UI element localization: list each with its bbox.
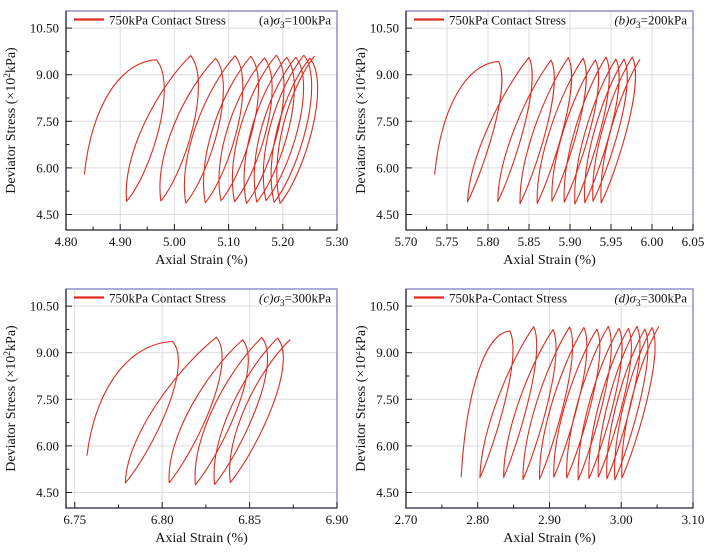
y-tick-label: 4.50 (36, 207, 59, 222)
y-tick-label: 9.00 (376, 345, 399, 360)
y-tick-label: 6.00 (36, 160, 59, 175)
series-path (460, 325, 660, 481)
x-tick-label: 3.00 (610, 512, 633, 527)
x-axis-title: Axial Strain (%) (503, 531, 596, 546)
x-tick-label: 2.80 (466, 512, 489, 527)
x-tick-label: 5.20 (271, 234, 294, 249)
y-tick-label: 6.00 (376, 160, 399, 175)
x-tick-label: 5.10 (217, 234, 240, 249)
y-tick-label: 4.50 (376, 485, 399, 500)
y-tick-label: 7.50 (36, 392, 59, 407)
y-tick-label: 9.00 (376, 67, 399, 82)
x-tick-label: 5.30 (326, 234, 349, 249)
y-axis-title: Deviator Stress (×102kPa) (3, 47, 19, 194)
x-tick-label: 5.80 (477, 234, 500, 249)
y-tick-label: 7.50 (36, 114, 59, 129)
subplot-c: 6.75 6.80 6.85 6.90 4.50 6.00 7.50 9.00 10.50 Axi… (0, 278, 356, 556)
x-tick-label: 5.70 (395, 234, 418, 249)
chart-d-canvas: 2.70 2.80 2.90 3.00 3.10 4.50 6.00 7.50 9.00 10.5… (356, 288, 705, 546)
series-path (83, 54, 319, 204)
y-tick-label: 7.50 (376, 114, 399, 129)
chart-b-canvas: 5.70 5.75 5.80 5.85 5.90 5.95 6.00 6.05 4.50 6.00… (356, 10, 705, 268)
x-tick-label: 2.90 (538, 512, 561, 527)
x-tick-label: 4.90 (109, 234, 132, 249)
tick-marks (405, 27, 694, 230)
tick-marks (65, 27, 338, 230)
y-tick-label: 7.50 (376, 392, 399, 407)
x-tick-label: 6.05 (682, 234, 705, 249)
x-tick-label: 4.80 (55, 234, 78, 249)
legend-label: 750kPa Contact Stress (109, 291, 226, 306)
y-tick-label: 6.00 (36, 438, 59, 453)
tick-marks (405, 305, 694, 508)
plot-frame (405, 10, 694, 231)
subplot-b: 5.70 5.75 5.80 5.85 5.90 5.95 6.00 6.05 4.50 6.00… (356, 0, 712, 278)
panel-annotation: (b)σ3=200kPa (614, 13, 687, 32)
x-tick-label: 2.70 (395, 512, 418, 527)
axis-lines (65, 11, 337, 231)
x-axis-title: Axial Strain (%) (155, 531, 248, 546)
y-tick-label: 6.00 (376, 438, 399, 453)
series-path (86, 336, 291, 486)
y-tick-label: 10.50 (370, 21, 399, 36)
y-tick-label: 10.50 (30, 21, 59, 36)
y-tick-label: 10.50 (30, 299, 59, 314)
series-path (434, 56, 641, 205)
subplot-a: 4.80 4.90 5.00 5.10 5.20 5.30 4.50 6.00 7.50 9.00… (0, 0, 356, 278)
grid (406, 11, 693, 230)
y-tick-label: 9.00 (36, 67, 59, 82)
y-tick-label: 10.50 (370, 299, 399, 314)
legend-label: 750kPa Contact Stress (109, 13, 226, 28)
x-tick-label: 6.00 (641, 234, 664, 249)
y-tick-label: 4.50 (376, 207, 399, 222)
x-tick-label: 6.80 (151, 512, 174, 527)
y-axis-title: Deviator Stress (×102kPa) (3, 325, 19, 472)
y-axis-title: Deviator Stress (×102kPa) (356, 325, 369, 472)
x-tick-label: 6.85 (238, 512, 261, 527)
x-tick-label: 5.85 (518, 234, 541, 249)
panel-annotation: (a)σ3=100kPa (259, 13, 331, 32)
panel-annotation: (c)σ3=300kPa (259, 291, 331, 310)
y-axis-title: Deviator Stress (×102kPa) (356, 47, 369, 194)
chart-a-canvas: 4.80 4.90 5.00 5.10 5.20 5.30 4.50 6.00 7.50 9.00… (3, 10, 349, 268)
x-tick-label: 3.10 (682, 512, 705, 527)
x-tick-label: 5.90 (559, 234, 582, 249)
x-tick-label: 6.75 (63, 512, 86, 527)
legend-label: 750kPa Contact Stress (449, 13, 566, 28)
chart-c-canvas: 6.75 6.80 6.85 6.90 4.50 6.00 7.50 9.00 10.50 Axi… (3, 288, 349, 546)
x-tick-label: 5.95 (600, 234, 623, 249)
grid (66, 289, 337, 508)
x-tick-label: 6.90 (326, 512, 349, 527)
panel-annotation: (d)σ3=300kPa (614, 291, 687, 310)
subplot-d: 2.70 2.80 2.90 3.00 3.10 4.50 6.00 7.50 9.00 10.5… (356, 278, 712, 556)
axis-lines (405, 11, 693, 231)
x-axis-title: Axial Strain (%) (155, 253, 248, 268)
y-tick-label: 9.00 (36, 345, 59, 360)
grid (406, 289, 693, 508)
y-tick-label: 4.50 (36, 485, 59, 500)
plot-frame (65, 10, 338, 231)
legend-label: 750kPa-Contact Stress (449, 291, 567, 306)
x-tick-label: 5.00 (163, 234, 186, 249)
x-tick-label: 5.75 (436, 234, 459, 249)
axis-lines (65, 289, 337, 509)
plot-frame (65, 288, 338, 509)
x-axis-title: Axial Strain (%) (503, 253, 596, 268)
grid (66, 11, 337, 230)
tick-marks (66, 305, 338, 508)
